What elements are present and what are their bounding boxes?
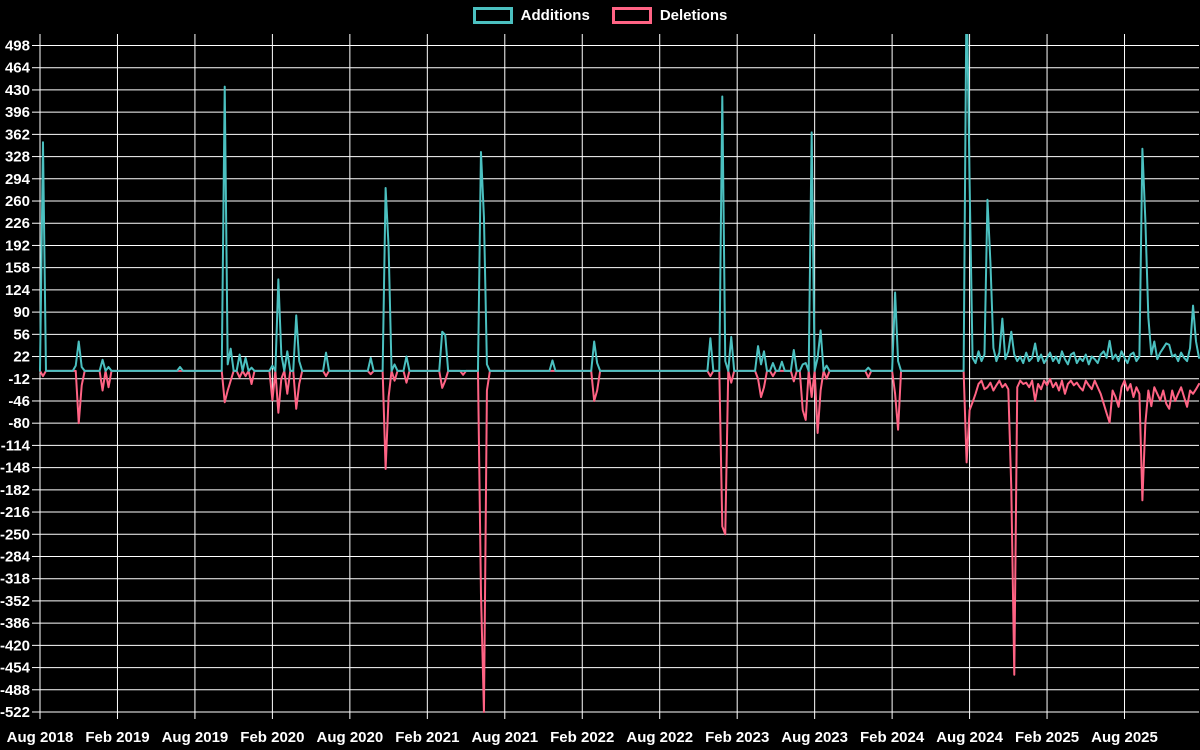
y-axis-tick-label: -420 [0,637,30,654]
y-axis-tick-label: 498 [5,38,30,55]
grid [39,34,1199,713]
y-axis-tick-label: 396 [5,104,30,121]
y-axis-tick-label: -284 [0,548,31,565]
series-lines [39,34,1200,713]
y-axis-tick-label: 294 [5,171,31,188]
legend-item-deletions[interactable]: Deletions [611,7,728,24]
x-axis-tick-label: Feb 2023 [705,729,769,746]
x-axis-labels: Aug 2018 Feb 2019 Aug 2019 Feb 2020 Aug 2020… [7,729,1158,746]
x-axis-tick-label: Feb 2019 [85,729,149,746]
y-axis-tick-label: 124 [5,282,31,299]
y-axis-tick-label: 328 [5,149,30,166]
legend-item-additions[interactable]: Additions [472,7,590,24]
y-axis-tick-label: -522 [0,704,30,721]
y-axis-tick-label: 56 [13,326,30,343]
x-axis-tick-label: Feb 2025 [1015,729,1079,746]
x-axis-tick-label: Aug 2020 [317,729,384,746]
x-axis-tick-label: Aug 2018 [7,729,74,746]
y-axis-tick-label: 464 [5,60,31,77]
y-axis-tick-label: 260 [5,193,30,210]
y-axis-tick-label: -182 [0,482,30,499]
y-axis-tick-label: 430 [5,82,30,99]
x-axis-tick-label: Aug 2019 [162,729,229,746]
y-axis-tick-label: -80 [8,415,30,432]
x-axis-tick-label: Aug 2025 [1091,729,1158,746]
y-axis-tick-label: -454 [0,660,31,677]
additions-legend-label: Additions [520,7,590,24]
x-axis-tick-label: Aug 2024 [936,729,1003,746]
x-axis-tick-label: Feb 2024 [860,729,925,746]
deletions-line [39,369,1200,713]
x-axis-tick-label: Aug 2022 [626,729,693,746]
additions-swatch [472,7,513,24]
x-axis-tick-label: Feb 2022 [550,729,614,746]
y-axis-tick-label: -250 [0,526,30,543]
y-axis-tick-label: -318 [0,571,30,588]
y-axis-tick-label: -148 [0,460,30,477]
y-axis-tick-label: -216 [0,504,30,521]
x-axis-tick-label: Aug 2023 [781,729,848,746]
x-axis-tick-label: Feb 2020 [240,729,304,746]
y-axis-tick-label: 22 [13,349,30,366]
y-axis-labels: 498 464 430 396 362 328 294 260 226 192 158 124 90 56… [0,38,31,722]
y-axis-tick-label: -46 [8,393,30,410]
y-axis-tick-label: -12 [8,371,30,388]
y-axis-tick-label: -488 [0,682,30,699]
y-axis-tick-label: 158 [5,260,30,277]
y-axis-tick-label: -352 [0,593,30,610]
y-axis-tick-label: 226 [5,215,30,232]
deletions-legend-label: Deletions [659,7,728,24]
y-axis-tick-label: -114 [1,437,31,454]
x-axis-tick-label: Feb 2021 [395,729,459,746]
y-axis-tick-label: 90 [13,304,30,321]
axis-ticks [32,45,1126,719]
x-axis-tick-label: Aug 2021 [471,729,538,746]
y-axis-tick-label: -386 [0,615,30,632]
chart-legend: Additions Deletions [0,7,1200,24]
additions-line [39,34,1200,372]
y-axis-tick-label: 192 [5,237,30,254]
y-axis-tick-label: 362 [5,126,30,143]
deletions-swatch [611,7,652,24]
